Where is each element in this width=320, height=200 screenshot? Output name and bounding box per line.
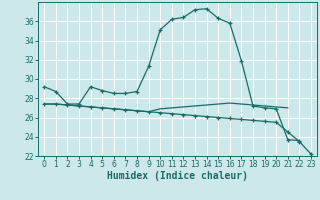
X-axis label: Humidex (Indice chaleur): Humidex (Indice chaleur) (107, 171, 248, 181)
